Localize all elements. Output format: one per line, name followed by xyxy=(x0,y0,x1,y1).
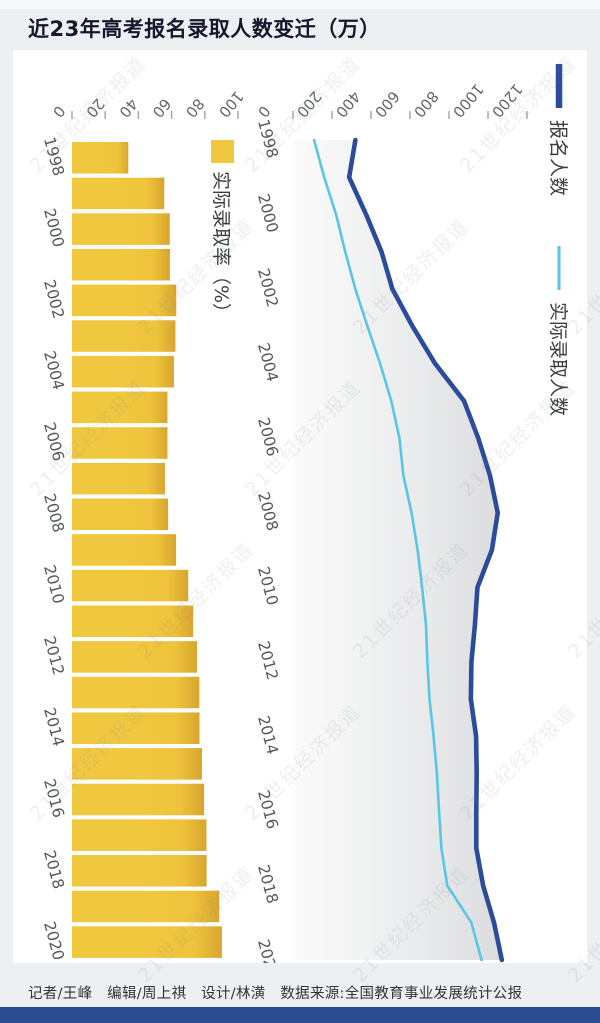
line-panel: 0 200 400 600 800 1000 12001998200020022004200… xyxy=(254,80,528,963)
page-title: 近23年高考报名录取人数变迁（万） xyxy=(28,17,381,41)
line-year-label: 2000 xyxy=(254,192,282,235)
bar-2012 xyxy=(71,641,197,673)
bar-1999 xyxy=(71,177,165,210)
registrations-legend-label: 报名人数 xyxy=(547,120,569,196)
chart-card: 0 200 400 600 800 1000 1200 1998 2000 2002 2004 200… xyxy=(13,50,587,963)
registrations-line xyxy=(346,137,505,963)
bar-2005 xyxy=(72,391,168,424)
line-year-label: 2020 xyxy=(254,937,282,963)
bar-2016 xyxy=(71,783,205,816)
bar-2009 xyxy=(72,534,177,566)
line-year-label: 2004 xyxy=(254,341,282,384)
bar-2008 xyxy=(72,498,169,531)
bar-2013 xyxy=(71,676,200,709)
bar-2017 xyxy=(71,819,207,851)
bar-year-label: 2010 xyxy=(40,563,68,606)
line-axis-label: 1000 xyxy=(449,80,487,121)
bar-year-label: 2006 xyxy=(40,420,68,463)
bar-panel: 0 20 40 60 80 100 1998 2000 2002 2004 2006 2008 2010… xyxy=(40,87,247,962)
bottom-brand-bar xyxy=(0,1007,600,1023)
line-year-label: 2016 xyxy=(254,788,282,831)
line-year-label: 2018 xyxy=(254,863,282,906)
bar-2011 xyxy=(71,605,194,638)
rotated-chart-canvas: 0 200 400 600 800 1000 1200 1998 2000 2002 2004 200… xyxy=(13,50,587,963)
combined-chart-svg: 0 200 400 600 800 1000 1200 1998 2000 2002 2004 200… xyxy=(40,64,569,963)
admission-rate-legend-label: 实际录取率（%） xyxy=(210,171,232,322)
line-axis-label: 200 xyxy=(293,87,325,121)
bar-axis-label: 80 xyxy=(182,95,208,121)
bar-axis-label: 60 xyxy=(149,95,175,121)
bar-2014 xyxy=(72,712,200,744)
bar-2018 xyxy=(72,855,207,887)
bar-2001 xyxy=(72,248,170,281)
line-axis-label: 600 xyxy=(371,87,403,121)
bar-axis-label: 40 xyxy=(115,95,141,121)
line-year-label: 2006 xyxy=(254,416,282,459)
bar-2000 xyxy=(71,213,170,245)
bar-year-label: 2014 xyxy=(40,706,68,749)
registrations-area xyxy=(293,140,502,960)
footer-credits: 记者/王峰 编辑/周上祺 设计/林潢 数据来源:全国教育事业发展统计公报 xyxy=(28,986,523,1002)
bar-year-label: 2016 xyxy=(40,777,68,820)
bar-year-label: 2002 xyxy=(40,278,68,321)
bar-year-label: 2020 xyxy=(40,919,68,962)
bar-year-label: 1998 xyxy=(40,135,68,178)
bar-2006 xyxy=(72,427,168,459)
bar-2010 xyxy=(72,569,189,602)
bar-year-label: 2000 xyxy=(40,206,68,249)
bar-axis-label: 0 xyxy=(49,102,69,121)
admission-rate-legend-swatch xyxy=(211,140,234,163)
line-axis-label: 800 xyxy=(410,87,442,121)
bar-2002 xyxy=(71,284,177,317)
bar-year-label: 2018 xyxy=(40,848,68,891)
admissions-line xyxy=(312,138,483,962)
bar-axis-label: 100 xyxy=(215,87,247,121)
line-year-label: 2012 xyxy=(254,639,282,682)
bar-2019 xyxy=(72,890,220,923)
line-year-label: 2010 xyxy=(254,565,282,608)
line-axis-label: 1200 xyxy=(488,80,526,121)
line-year-label: 1998 xyxy=(254,117,282,160)
bar-year-label: 2012 xyxy=(40,634,68,677)
bar-2007 xyxy=(71,462,165,495)
bar-1998 xyxy=(71,142,129,174)
bar-2015 xyxy=(72,748,202,780)
top-strip xyxy=(0,0,600,9)
line-axis-label: 400 xyxy=(332,87,364,121)
bar-2004 xyxy=(72,355,174,388)
bar-year-label: 2004 xyxy=(40,349,68,392)
bar-year-label: 2008 xyxy=(40,492,68,535)
bar-2003 xyxy=(72,320,176,352)
line-year-label: 2008 xyxy=(254,490,282,533)
admissions-legend-label: 实际录取人数 xyxy=(547,302,569,416)
bar-axis-label: 20 xyxy=(82,95,108,121)
bar-2020 xyxy=(72,926,222,958)
line-year-label: 2002 xyxy=(254,266,282,309)
line-year-label: 2014 xyxy=(254,714,282,757)
